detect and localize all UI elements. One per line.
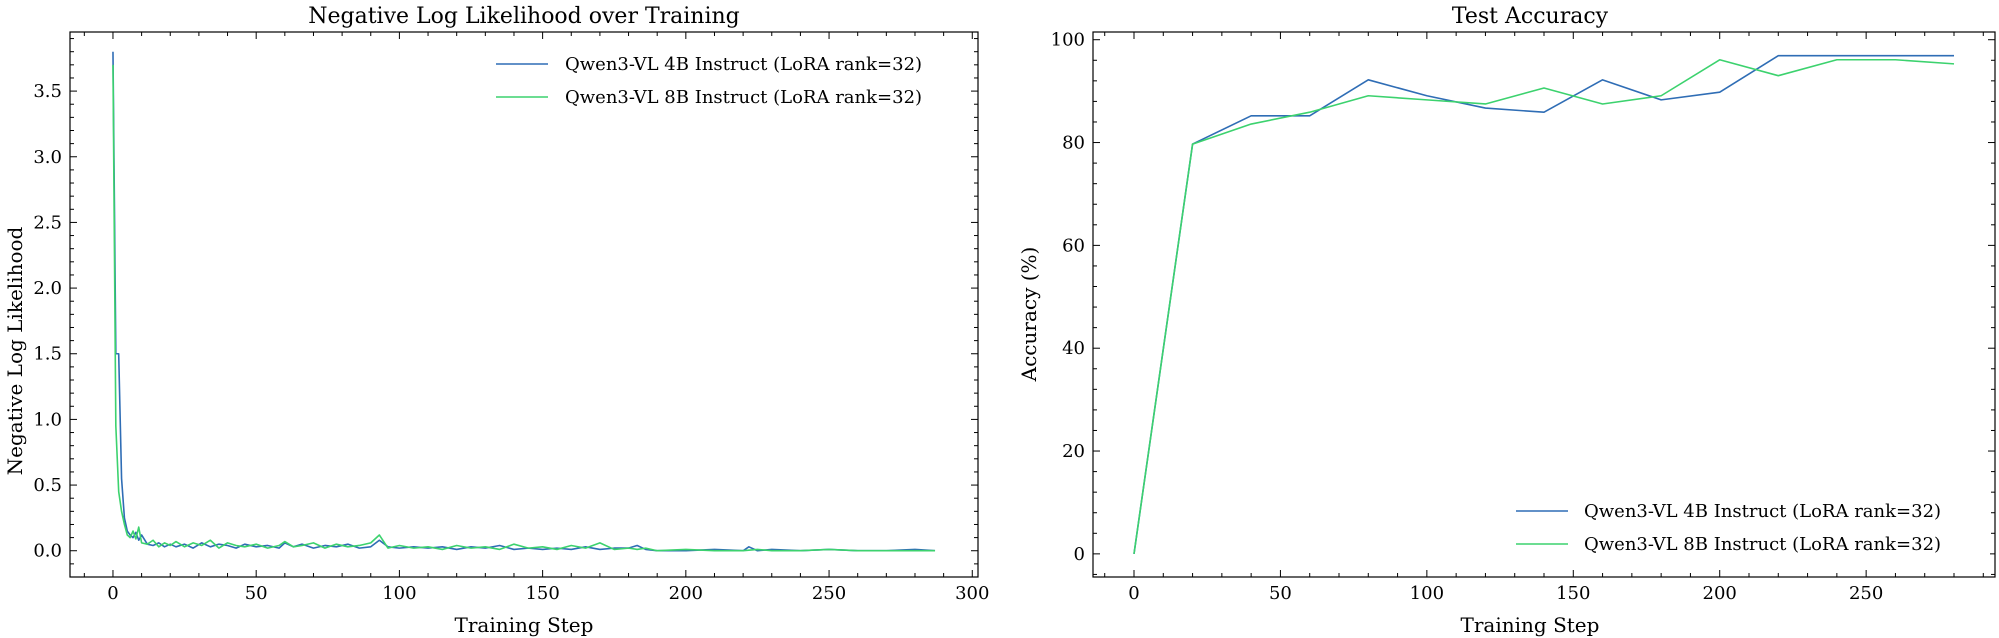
nll-y-axis-label: Negative Log Likelihood <box>3 226 27 475</box>
accuracy-x-tick-label: 200 <box>1703 583 1737 604</box>
nll-x-tick-label: 200 <box>669 583 703 604</box>
nll-series-lines <box>112 51 936 552</box>
nll-legend: Qwen3-VL 4B Instruct (LoRA rank=32) Qwen… <box>485 45 970 120</box>
nll-plot-frame <box>69 31 979 578</box>
nll-chart-title: Negative Log Likelihood over Training <box>308 4 740 29</box>
accuracy-y-tick-label: 60 <box>1062 235 1085 256</box>
accuracy-y-tick-label: 80 <box>1062 133 1085 154</box>
accuracy-plot-frame <box>1092 31 1996 578</box>
nll-x-tick-label: 50 <box>245 583 268 604</box>
accuracy-y-tick-label: 100 <box>1051 30 1085 51</box>
accuracy-legend-label-4b: Qwen3-VL 4B Instruct (LoRA rank=32) <box>1584 501 1941 522</box>
nll-x-tick-label: 0 <box>107 583 118 604</box>
nll-x-tick-label: 150 <box>525 583 559 604</box>
nll-chart-panel: Negative Log Likelihood over Training Tr… <box>3 4 989 637</box>
accuracy-chart-panel: Test Accuracy Training Step Accuracy (%)… <box>1017 4 1996 637</box>
nll-series-line-8b <box>112 64 936 552</box>
nll-legend-box <box>485 45 970 120</box>
nll-x-tick-label: 250 <box>812 583 846 604</box>
accuracy-x-tick-label: 150 <box>1556 583 1590 604</box>
nll-y-tick-label: 0.0 <box>33 541 62 562</box>
accuracy-legend-box <box>1505 492 1990 567</box>
accuracy-y-tick-label: 20 <box>1062 441 1085 462</box>
nll-axis-ticks: 0 50 100 150 200 250 300 0.0 0.5 1.0 1.5 2.0 2.5 3.0 3… <box>33 32 989 604</box>
accuracy-y-axis-label: Accuracy (%) <box>1017 247 1041 383</box>
accuracy-legend: Qwen3-VL 4B Instruct (LoRA rank=32) Qwen… <box>1505 492 1990 567</box>
nll-series-line-4b <box>112 51 936 552</box>
accuracy-x-tick-label: 0 <box>1128 583 1139 604</box>
nll-y-tick-label: 3.0 <box>33 147 62 168</box>
nll-y-tick-label: 2.5 <box>33 212 62 233</box>
accuracy-chart-title: Test Accuracy <box>1452 4 1609 29</box>
nll-y-tick-label: 2.0 <box>33 278 62 299</box>
nll-legend-label-8b: Qwen3-VL 8B Instruct (LoRA rank=32) <box>565 87 922 108</box>
accuracy-axis-ticks: 0 50 100 150 200 250 0 20 40 60 80 100 <box>1051 30 1995 604</box>
accuracy-x-tick-label: 50 <box>1269 583 1292 604</box>
nll-y-tick-label: 3.5 <box>33 81 62 102</box>
nll-y-tick-label: 1.5 <box>33 344 62 365</box>
accuracy-y-tick-label: 0 <box>1074 544 1085 565</box>
accuracy-series-line-8b <box>1133 58 1955 554</box>
nll-x-tick-label: 300 <box>955 583 989 604</box>
accuracy-x-tick-label: 100 <box>1410 583 1444 604</box>
nll-x-axis-label: Training Step <box>455 613 594 637</box>
accuracy-series-line-4b <box>1133 54 1954 554</box>
accuracy-y-tick-label: 40 <box>1062 338 1085 359</box>
nll-legend-label-4b: Qwen3-VL 4B Instruct (LoRA rank=32) <box>565 54 922 75</box>
accuracy-x-tick-label: 250 <box>1849 583 1883 604</box>
accuracy-legend-label-8b: Qwen3-VL 8B Instruct (LoRA rank=32) <box>1584 534 1941 555</box>
nll-y-tick-label: 1.0 <box>33 409 62 430</box>
accuracy-series-lines <box>1133 54 1955 554</box>
nll-x-tick-label: 100 <box>382 583 416 604</box>
nll-y-tick-label: 0.5 <box>33 475 62 496</box>
accuracy-x-axis-label: Training Step <box>1461 613 1600 637</box>
